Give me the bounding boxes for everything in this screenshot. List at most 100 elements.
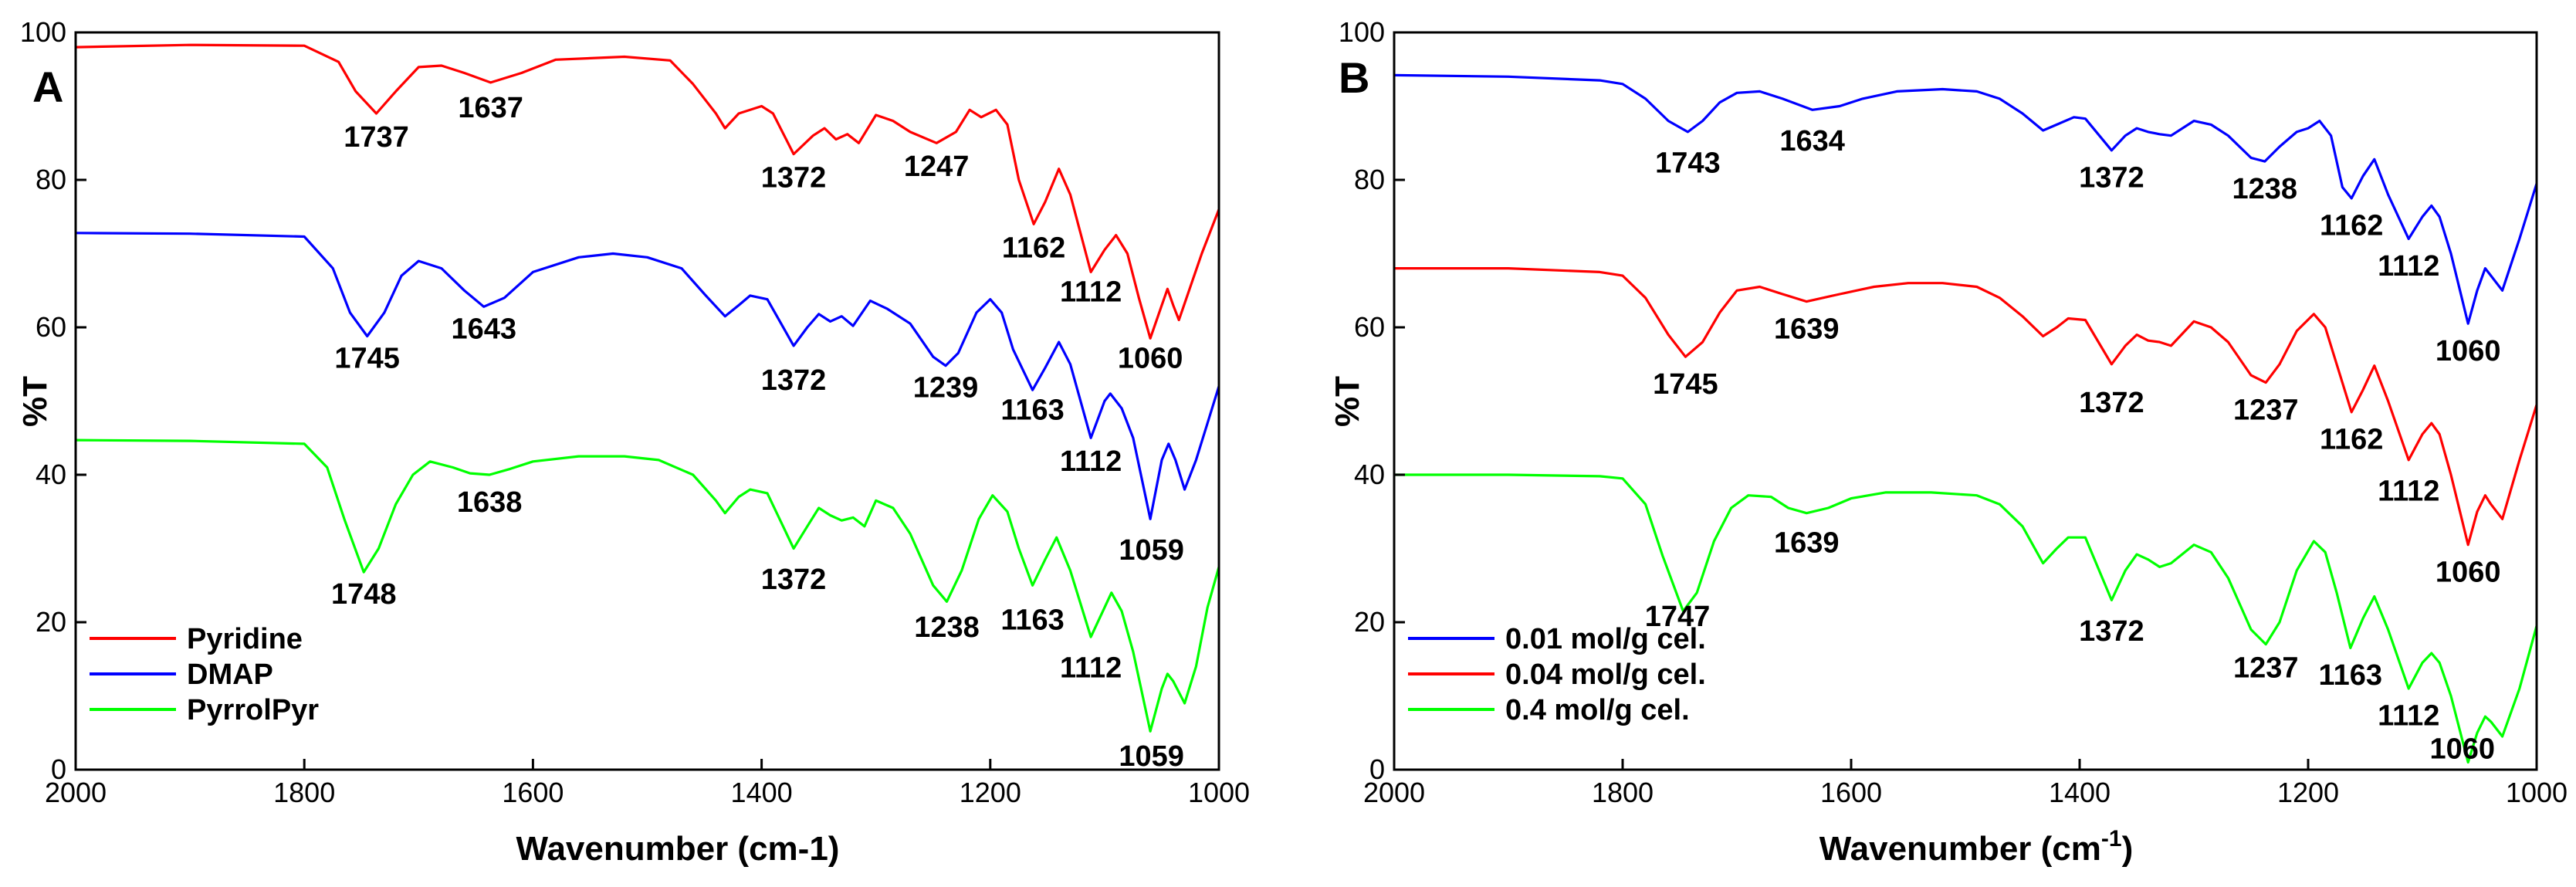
- panel-a-x-tick-label: 1200: [960, 777, 1021, 808]
- panel-b-peak-label: 1238: [2232, 173, 2297, 205]
- panel-b-y-tick-label: 60: [1354, 311, 1385, 343]
- panel-a-y-tick-label: 100: [20, 16, 66, 48]
- panel-a-peak-label: 1643: [451, 313, 516, 345]
- panel-b-peak-label: 1372: [2079, 387, 2144, 419]
- panel-a: 2000 1800 1600 1400 1200 1000 0 20 40 60 80 100 173…: [16, 16, 1250, 868]
- panel-b-series-line-2: [1394, 267, 2538, 547]
- panel-a-y-tick-label: 0: [51, 753, 66, 785]
- panel-a-plot-frame: [74, 31, 1220, 771]
- panel-b-peak-label: 1162: [2320, 210, 2383, 242]
- panel-b-peak-label: 1162: [2320, 424, 2383, 456]
- panel-b-legend: 0.01 mol/g cel.0.04 mol/g cel.0.4 mol/g …: [1408, 623, 1706, 726]
- panel-b: 2000 1800 1600 1400 1200 1000 0 20 40 60 80 100 174…: [1329, 16, 2568, 868]
- panel-a-label: A: [32, 63, 63, 111]
- panel-b-x-tick-label: 1800: [1592, 777, 1654, 808]
- panel-b-peak-label: 1112: [2378, 250, 2439, 283]
- panel-b-peak-label: 1372: [2079, 615, 2144, 648]
- panel-a-peak-label: 1112: [1060, 652, 1122, 685]
- panel-b-x-axis-label-main: Wavenumber (cm: [1819, 830, 2101, 868]
- panel-a-peak-label: 1163: [1000, 604, 1064, 637]
- panel-a-peak-label: 1737: [344, 121, 409, 154]
- panel-b-y-tick-label: 20: [1354, 606, 1385, 638]
- panel-b-peak-label: 1639: [1774, 313, 1840, 345]
- panel-b-peak-label: 1060: [2436, 335, 2501, 367]
- panel-b-x-axis-label-superscript: -1: [2101, 826, 2122, 851]
- panel-a-peak-label: 1238: [914, 611, 980, 644]
- panel-a-x-tick-label: 2000: [45, 777, 107, 808]
- panel-b-peak-label: 1639: [1774, 526, 1840, 559]
- panel-b-ticks: 2000 1800 1600 1400 1200 1000 0 20 40 60 80 100: [1339, 16, 2568, 808]
- panel-b-peak-label: 1634: [1779, 125, 1845, 157]
- panel-b-legend-label-3: 0.4 mol/g cel.: [1505, 694, 1690, 726]
- panel-a-legend-label-2: DMAP: [187, 658, 273, 691]
- panel-b-x-tick-label: 1400: [2049, 777, 2111, 808]
- panel-b-y-axis-label: %T: [1329, 376, 1366, 427]
- panel-b-x-axis-label-tail: ): [2122, 830, 2134, 868]
- panel-a-peak-label: 1162: [1002, 232, 1065, 264]
- panel-b-series-line-1: [1393, 73, 2538, 325]
- panel-a-legend-label-3: PyrrolPyr: [187, 694, 319, 726]
- panel-b-y-tick-label: 0: [1369, 753, 1385, 785]
- panel-b-peak-label: 1237: [2233, 394, 2299, 426]
- panel-a-peak-labels: 1737 1637 1372 1247 1162 1112 1060 1745 1643 1372…: [331, 92, 1184, 773]
- panel-a-legend-label-1: Pyridine: [187, 623, 303, 655]
- panel-a-peak-label: 1059: [1119, 534, 1184, 567]
- panel-a-y-tick-label: 80: [36, 164, 66, 195]
- panel-b-x-tick-label: 1000: [2506, 777, 2568, 808]
- panel-a-x-tick-label: 1400: [731, 777, 793, 808]
- panel-a-peak-label: 1163: [1000, 394, 1064, 426]
- panel-b-peak-label: 1745: [1653, 368, 1718, 401]
- panel-b-peak-label: 1372: [2079, 162, 2144, 195]
- panel-a-peak-label: 1372: [761, 162, 827, 195]
- panel-a-peak-label: 1372: [761, 564, 827, 596]
- panel-a-x-axis-label: Wavenumber (cm-1): [516, 830, 840, 868]
- panel-b-y-tick-label: 100: [1339, 16, 1385, 48]
- panel-b-peak-label: 1237: [2233, 652, 2299, 685]
- panel-b-peak-label: 1743: [1655, 147, 1721, 179]
- panel-a-y-tick-label: 60: [36, 311, 66, 343]
- panel-a-x-tick-label: 1600: [502, 777, 564, 808]
- panel-a-series-line-1: [75, 43, 1220, 340]
- panel-b-peak-label: 1060: [2430, 733, 2496, 766]
- panel-b-y-tick-label: 40: [1354, 459, 1385, 490]
- panel-a-x-tick-label: 1000: [1188, 777, 1250, 808]
- panel-b-plot-frame: [1393, 31, 2538, 771]
- panel-a-series-line-3: [75, 438, 1220, 733]
- panel-a-peak-label: 1247: [904, 151, 970, 183]
- panel-a-peak-label: 1637: [458, 92, 523, 124]
- panel-a-peak-label: 1372: [761, 364, 827, 397]
- panel-b-peak-label: 1747: [1645, 601, 1711, 633]
- panel-b-peak-label: 1112: [2378, 700, 2439, 733]
- panel-a-peak-label: 1060: [1118, 343, 1183, 375]
- panel-a-peak-label: 1059: [1119, 740, 1184, 773]
- panel-a-y-axis-label: %T: [16, 376, 54, 427]
- panel-a-y-tick-label: 40: [36, 459, 66, 490]
- panel-b-series-lines: [1393, 73, 2538, 764]
- panel-b-label: B: [1339, 53, 1369, 102]
- panel-a-peak-label: 1112: [1060, 276, 1122, 309]
- panel-a-series-lines: [75, 43, 1220, 733]
- panel-b-peak-label: 1112: [2378, 475, 2439, 507]
- panel-a-peak-label: 1748: [331, 578, 397, 611]
- panel-b-x-tick-label: 1200: [2277, 777, 2339, 808]
- panel-a-y-tick-label: 20: [36, 606, 66, 638]
- panel-b-series-line-3: [1394, 473, 2538, 764]
- panel-b-x-tick-label: 2000: [1363, 777, 1425, 808]
- panel-b-peak-label: 1163: [2319, 659, 2382, 692]
- panel-a-peak-label: 1745: [334, 343, 400, 375]
- panel-a-peak-label: 1112: [1060, 445, 1122, 478]
- panel-b-legend-label-1: 0.01 mol/g cel.: [1505, 623, 1706, 655]
- panel-b-x-axis-label: Wavenumber (cm-1): [1819, 826, 2133, 868]
- panel-b-legend-label-2: 0.04 mol/g cel.: [1505, 658, 1706, 691]
- panel-a-peak-label: 1638: [457, 486, 523, 519]
- panel-a-x-tick-label: 1800: [273, 777, 335, 808]
- panel-a-series-line-2: [75, 232, 1220, 520]
- panel-a-peak-label: 1239: [913, 372, 979, 405]
- panel-b-y-tick-label: 80: [1354, 164, 1385, 195]
- panel-a-ticks: 2000 1800 1600 1400 1200 1000 0 20 40 60 80 100: [20, 16, 1250, 808]
- panel-b-x-tick-label: 1600: [1820, 777, 1882, 808]
